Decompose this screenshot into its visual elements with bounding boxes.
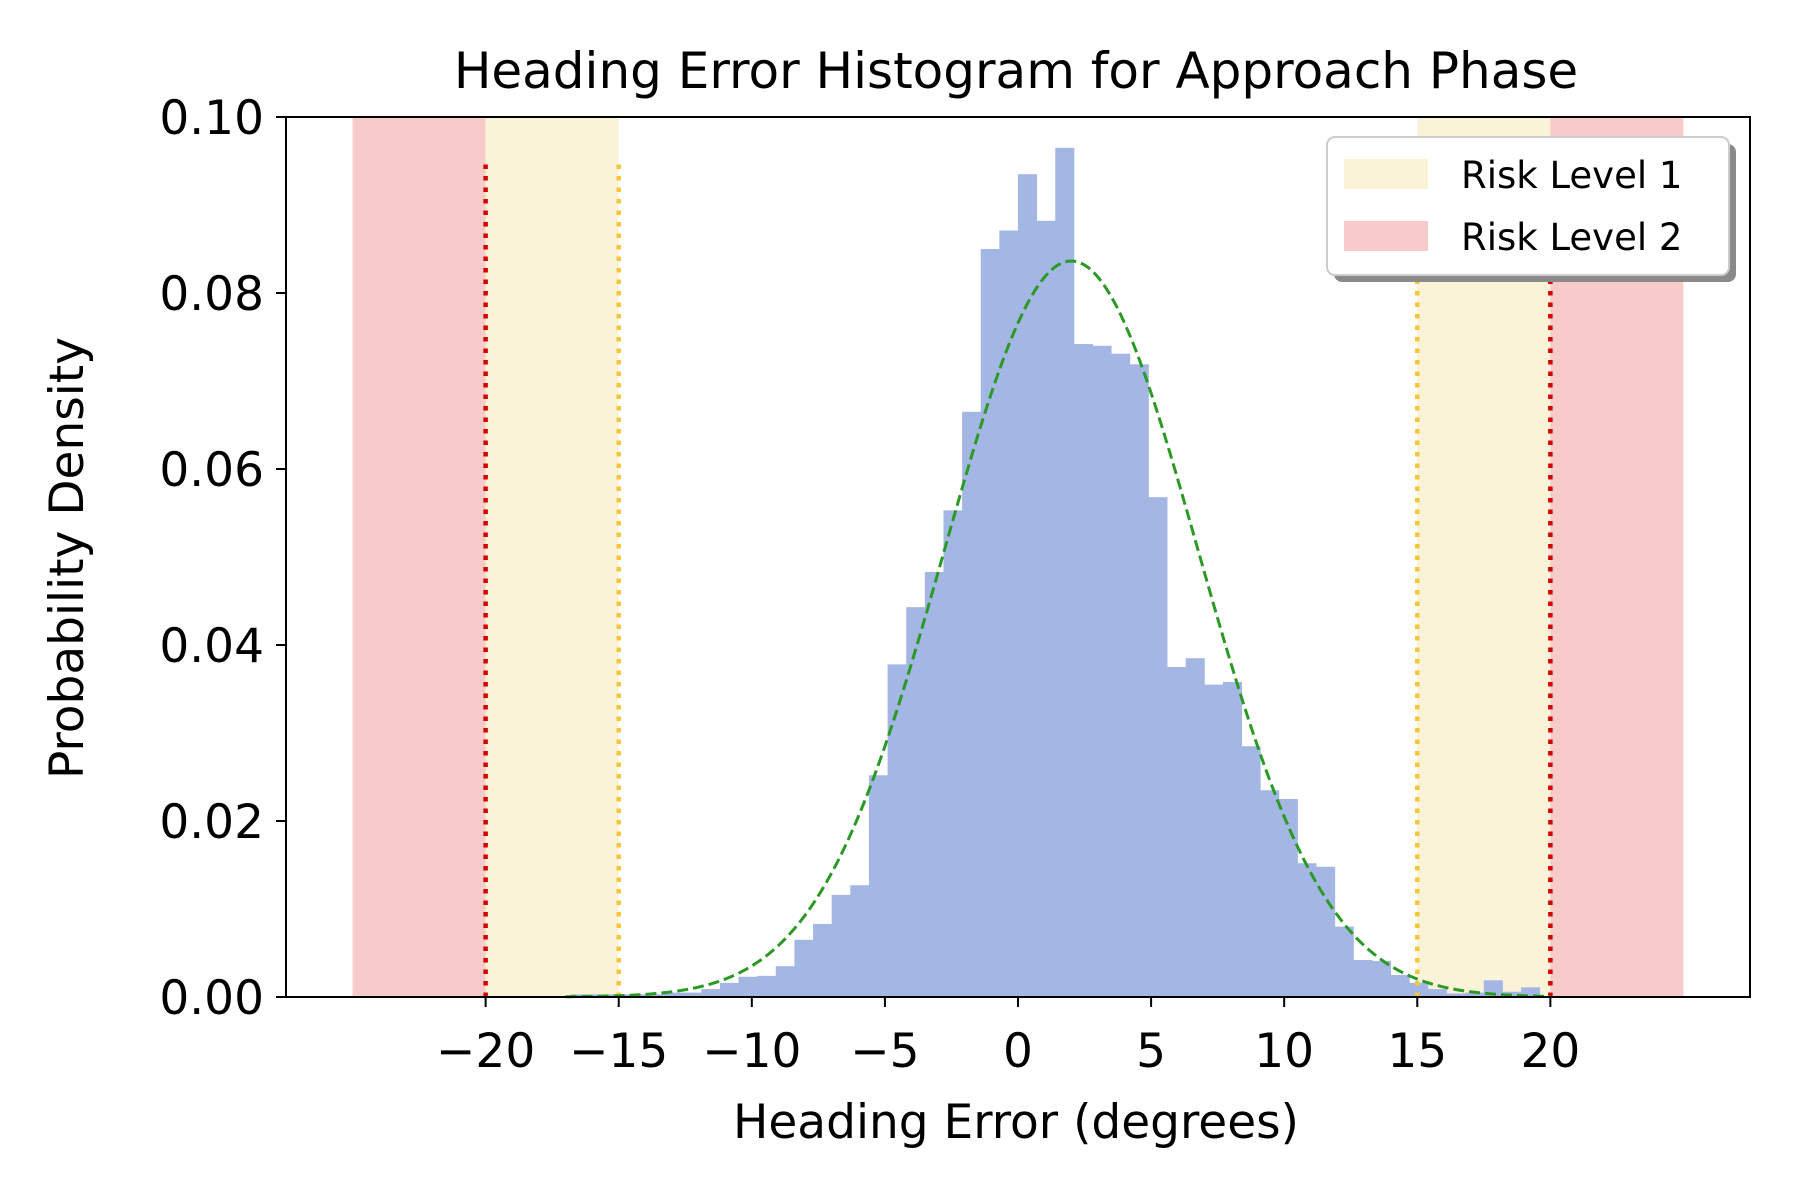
fit-curve xyxy=(565,259,1551,999)
histogram-bar-0 xyxy=(570,994,590,997)
histogram-bar-36 xyxy=(1241,746,1261,997)
histogram-bar-16 xyxy=(868,775,888,997)
x-axis: −20 −15 −10 −5 0 5 10 15 20 xyxy=(436,997,1580,1079)
histogram-bar-26 xyxy=(1055,147,1075,998)
histogram-bar-17 xyxy=(887,664,907,997)
y-tick-label-1: 0.02 xyxy=(159,795,264,850)
histogram-bar-18 xyxy=(906,607,926,997)
legend: Risk Level 1 Risk Level 2 xyxy=(1326,136,1736,282)
histogram-bar-11 xyxy=(775,966,795,997)
histogram-bar-20 xyxy=(943,510,963,997)
y-tick-label-2: 0.04 xyxy=(159,619,264,674)
histogram-bar-43 xyxy=(1372,960,1392,997)
histogram-bar-37 xyxy=(1260,790,1280,997)
y-axis: 0.00 0.02 0.04 0.06 0.08 0.10 xyxy=(159,91,286,1026)
histogram-bar-22 xyxy=(980,249,1000,997)
x-tick-label-3: −5 xyxy=(850,1024,919,1079)
histogram-bar-29 xyxy=(1111,353,1131,998)
legend-label-0: Risk Level 1 xyxy=(1461,154,1682,197)
x-tick-label-6: 10 xyxy=(1254,1024,1314,1079)
x-axis-label: Heading Error (degrees) xyxy=(733,1095,1299,1150)
histogram-bar-4 xyxy=(645,994,665,997)
histogram-bar-41 xyxy=(1334,926,1354,997)
x-tick-label-8: 20 xyxy=(1520,1024,1580,1079)
legend-label-1: Risk Level 2 xyxy=(1461,216,1682,259)
y-tick-label-4: 0.08 xyxy=(159,267,264,322)
histogram-bar-5 xyxy=(663,992,684,997)
histogram-bar-27 xyxy=(1073,344,1093,997)
histogram-bar-45 xyxy=(1409,982,1429,997)
histogram-bar-15 xyxy=(850,885,870,997)
histogram-bar-12 xyxy=(794,939,814,997)
histogram-bar-33 xyxy=(1185,658,1205,997)
y-axis-label: Probability Density xyxy=(40,337,95,779)
x-tick-label-2: −10 xyxy=(702,1024,801,1079)
histogram-bar-42 xyxy=(1353,960,1373,997)
histogram-bar-25 xyxy=(1036,220,1056,998)
x-tick-label-4: 0 xyxy=(1003,1024,1033,1079)
y-tick-label-3: 0.06 xyxy=(159,443,264,498)
histogram-bar-19 xyxy=(924,571,944,997)
histogram-bar-13 xyxy=(813,923,833,997)
histogram-bars xyxy=(570,147,1541,998)
histogram-bar-47 xyxy=(1446,993,1466,997)
histogram-bar-44 xyxy=(1390,975,1410,997)
histogram-bar-39 xyxy=(1297,863,1317,997)
histogram-bar-28 xyxy=(1092,345,1112,997)
histogram-bar-40 xyxy=(1316,866,1336,997)
legend-swatch-0 xyxy=(1344,159,1428,189)
histogram-bar-31 xyxy=(1148,497,1168,997)
histogram-bar-10 xyxy=(757,975,777,997)
histogram-bar-24 xyxy=(1018,174,1038,997)
histogram-bar-9 xyxy=(738,976,758,997)
histogram-bar-23 xyxy=(999,230,1019,997)
x-tick-label-0: −20 xyxy=(436,1024,535,1079)
x-tick-label-7: 15 xyxy=(1387,1024,1447,1079)
risk-band-1 xyxy=(485,117,619,997)
histogram-bar-6 xyxy=(682,992,702,997)
histogram-bar-34 xyxy=(1204,684,1224,997)
histogram-bar-8 xyxy=(719,982,739,997)
histogram-bar-35 xyxy=(1222,681,1242,997)
x-tick-label-1: −15 xyxy=(569,1024,668,1079)
histogram-bar-48 xyxy=(1465,992,1485,997)
threshold-lines xyxy=(483,161,1553,997)
histogram-bar-21 xyxy=(962,411,982,997)
histogram-bar-32 xyxy=(1167,667,1187,997)
histogram-bar-51 xyxy=(1521,987,1541,997)
histogram-bar-38 xyxy=(1278,799,1298,997)
histogram-bar-30 xyxy=(1129,364,1149,997)
histogram-bar-46 xyxy=(1427,989,1447,997)
risk-band-0 xyxy=(352,117,486,997)
y-tick-label-5: 0.10 xyxy=(159,91,264,146)
normal-fit-curve xyxy=(565,259,1551,999)
legend-swatch-1 xyxy=(1344,221,1428,251)
histogram-bar-7 xyxy=(701,989,721,997)
histogram-bar-14 xyxy=(831,894,851,997)
y-tick-label-0: 0.00 xyxy=(159,971,264,1026)
x-tick-label-5: 5 xyxy=(1136,1024,1166,1079)
chart-title: Heading Error Histogram for Approach Pha… xyxy=(454,42,1578,100)
